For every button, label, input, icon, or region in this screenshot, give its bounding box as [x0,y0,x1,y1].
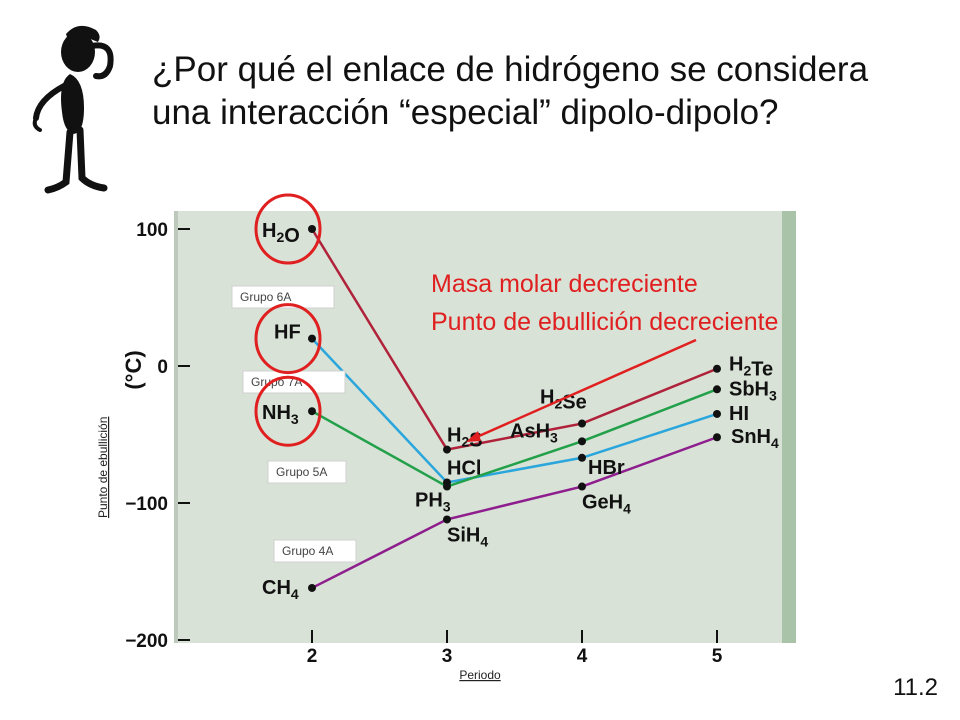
series-line-grupo-5a [311,388,718,488]
data-point [578,419,586,428]
data-point [713,364,721,373]
data-point [308,583,316,592]
data-point [578,482,586,491]
data-point [578,437,586,446]
x-axis-label: Periodo [459,668,501,682]
highlight-circle-nh3 [254,375,322,447]
data-point [713,409,721,418]
molecule-label-snh4: SnH4 [731,426,779,451]
annotation-line-2: Punto de ebullición decreciente [431,308,778,336]
y-tick-label: 100 [136,220,168,241]
y-tick-label: −100 [125,494,168,515]
data-point [713,433,721,442]
legend-label: Grupo 6A [240,290,291,304]
legend-box [273,539,357,563]
molecule-label-sih4: SiH4 [447,524,488,549]
molecule-label-ch4: CH4 [262,577,299,602]
y-axis-label: Punto de ebullición [96,417,110,518]
legend-label: Grupo 5A [276,465,327,479]
series-line-grupo-7a [311,337,718,484]
annotation-arrow [466,338,697,442]
series-line-grupo-4a [311,436,718,590]
molecule-label-ph3: PH3 [415,490,451,515]
highlight-circle-hf [254,303,322,375]
x-tick-label: 5 [712,646,723,667]
plot-background [178,211,782,643]
data-point [443,515,451,524]
molecule-label-hf: HF [274,322,301,344]
legend-box [267,460,347,484]
molecule-label-hcl: HCl [447,457,481,479]
annotation-line-1: Masa molar decreciente [431,270,698,298]
molecule-label-ash3: AsH3 [510,420,558,445]
data-point [308,407,316,416]
x-tick-label: 2 [307,646,318,667]
thinking-stick-figure [32,25,114,194]
slide-number: 11.2 [893,674,938,701]
y-axis-unit: (°C) [121,350,146,389]
data-point [578,453,586,462]
molecule-label-geh4: GeH4 [582,492,631,517]
title-line-1: ¿Por qué el enlace de hidrógeno se consi… [152,50,869,89]
molecule-label-hbr: HBr [588,457,625,479]
y-tick-label: 0 [157,357,168,378]
x-tick-label: 4 [577,646,588,667]
molecule-label-nh3: NH3 [262,402,299,427]
plot-right-edge [782,211,796,643]
molecule-label-h2te: H2Te [729,354,773,381]
slide-title: ¿Por qué el enlace de hidrógeno se consi… [152,48,942,134]
data-point [443,445,451,454]
legend-label: Grupo 4A [282,544,333,558]
molecule-label-hi: HI [729,403,749,425]
series-line-grupo-6a [310,228,718,451]
x-tick-label: 3 [442,646,453,667]
highlight-circle-h2o [254,193,322,265]
molecule-label-h2o: H2O [262,220,300,247]
molecule-label-sbh3: SbH3 [729,378,777,403]
title-line-2: una interacción “especial” dipolo-dipolo… [152,93,779,132]
data-point [308,334,316,343]
legend-box [231,285,335,309]
plot-left-edge [174,211,178,643]
data-point [308,225,316,233]
data-point [713,385,721,394]
data-point [443,482,451,491]
y-tick-label: −200 [125,631,168,652]
